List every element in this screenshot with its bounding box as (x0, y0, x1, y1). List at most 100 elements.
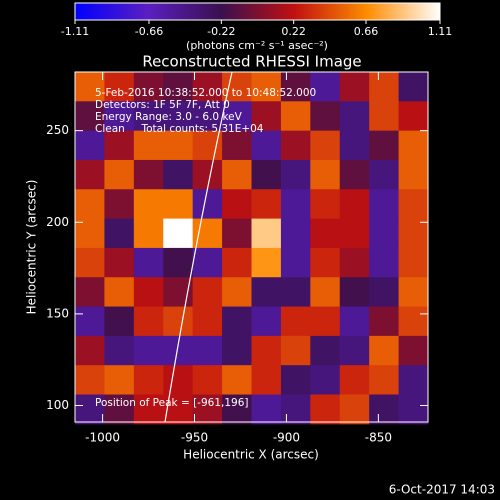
heatmap-cell (369, 335, 400, 366)
heatmap-cell (192, 365, 223, 396)
heatmap-cell (222, 101, 252, 132)
heatmap-cell (251, 394, 282, 425)
heatmap-cell (251, 101, 282, 132)
plot-frame (74, 71, 429, 423)
heatmap-cell (222, 218, 252, 249)
heatmap-cell (339, 218, 370, 249)
y-tick-label: 200 (46, 215, 69, 229)
heatmap-cell (251, 218, 282, 249)
heatmap-cell (192, 247, 223, 278)
heatmap-cell (369, 189, 400, 220)
heatmap-cell (369, 277, 400, 308)
heatmap-cell (192, 101, 223, 132)
heatmap-cell (369, 218, 400, 249)
heatmap-cell (251, 335, 282, 366)
heatmap-cell (104, 277, 135, 308)
heatmap-cell (75, 335, 105, 366)
heatmap-cell (339, 72, 370, 102)
heatmap-cell (369, 72, 400, 102)
heatmap-cell (192, 189, 223, 220)
heatmap-cell (398, 306, 429, 337)
heatmap-cell (280, 72, 311, 102)
heatmap-cell (163, 247, 194, 278)
heatmap-cell (192, 335, 223, 366)
heatmap-cell (310, 72, 341, 102)
y-tick-label: 150 (46, 306, 69, 320)
heatmap-cell (280, 218, 311, 249)
heatmap-cell (163, 130, 194, 161)
heatmap-cell (75, 130, 105, 161)
heatmap-cell (75, 101, 105, 132)
heatmap-cell (369, 159, 400, 190)
heatmap-cell (280, 306, 311, 337)
heatmap-cell (75, 394, 105, 425)
heatmap-cell (339, 335, 370, 366)
heatmap-cell (339, 365, 370, 396)
heatmap-cell (398, 277, 429, 308)
heatmap-cell (104, 101, 135, 132)
heatmap-cell (310, 101, 341, 132)
heatmap-cell (398, 159, 429, 190)
heatmap-cell (398, 218, 429, 249)
heatmap-cell (280, 277, 311, 308)
heatmap-cell (369, 365, 400, 396)
heatmap-cell (75, 247, 105, 278)
heatmap-cell (339, 101, 370, 132)
heatmap-cell (251, 72, 282, 102)
heatmap-cell (222, 306, 252, 337)
heatmap-cell (192, 72, 223, 102)
heatmap-cell (398, 394, 429, 425)
solar-limb (164, 71, 233, 423)
x-tick-label: -1000 (85, 431, 120, 445)
heatmap-cell (163, 365, 194, 396)
heatmap-cell (133, 335, 164, 366)
heatmap-cell (104, 335, 135, 366)
peak-label: Position of Peak = [-961,196] (95, 397, 249, 409)
heatmap-cell (192, 277, 223, 308)
heatmap-cell (133, 159, 164, 190)
heatmap-cell (104, 218, 135, 249)
heatmap-cell (192, 394, 223, 425)
heatmap-cell (280, 247, 311, 278)
heatmap-cell (192, 159, 223, 190)
heatmap-cell (310, 394, 341, 425)
heatmap-cell (75, 159, 105, 190)
heatmap-cell (163, 277, 194, 308)
heatmap-cell (222, 247, 252, 278)
heatmap-cell (398, 365, 429, 396)
heatmap-cell (369, 394, 400, 425)
heatmap-cell (104, 247, 135, 278)
heatmap-cell (398, 72, 429, 102)
heatmap-cell (280, 189, 311, 220)
colorbar-tick-label: -0.66 (135, 25, 163, 38)
heatmap-cell (398, 189, 429, 220)
heatmap-cell (163, 335, 194, 366)
heatmap-cell (339, 277, 370, 308)
heatmap-cell (251, 306, 282, 337)
heatmap-cell (251, 189, 282, 220)
heatmap-cell (133, 306, 164, 337)
colorbar-label: (photons cm⁻² s⁻¹ asec⁻²) (186, 39, 328, 52)
heatmap-cell (104, 394, 135, 425)
heatmap-cell (280, 159, 311, 190)
colorbar-tick-label: 1.11 (428, 25, 453, 38)
footer: 6-Oct-2017 14:03 (389, 483, 495, 497)
heatmap-cell (310, 365, 341, 396)
heatmap-cell (310, 306, 341, 337)
heatmap-cell (280, 335, 311, 366)
x-tick-label: -850 (365, 431, 392, 445)
heatmap-cell (75, 72, 105, 102)
heatmap-cell (369, 247, 400, 278)
x-tick-label: -950 (181, 431, 208, 445)
heatmap-cell (251, 159, 282, 190)
heatmap-cell (280, 130, 311, 161)
heatmap-cell (104, 72, 135, 102)
heatmap-cell (163, 218, 194, 249)
heatmap-cell (192, 306, 223, 337)
heatmap-cell (133, 218, 164, 249)
heatmap-cell (280, 101, 311, 132)
heatmap-cell (192, 218, 223, 249)
heatmap-cell (133, 189, 164, 220)
heatmap-cell (398, 130, 429, 161)
